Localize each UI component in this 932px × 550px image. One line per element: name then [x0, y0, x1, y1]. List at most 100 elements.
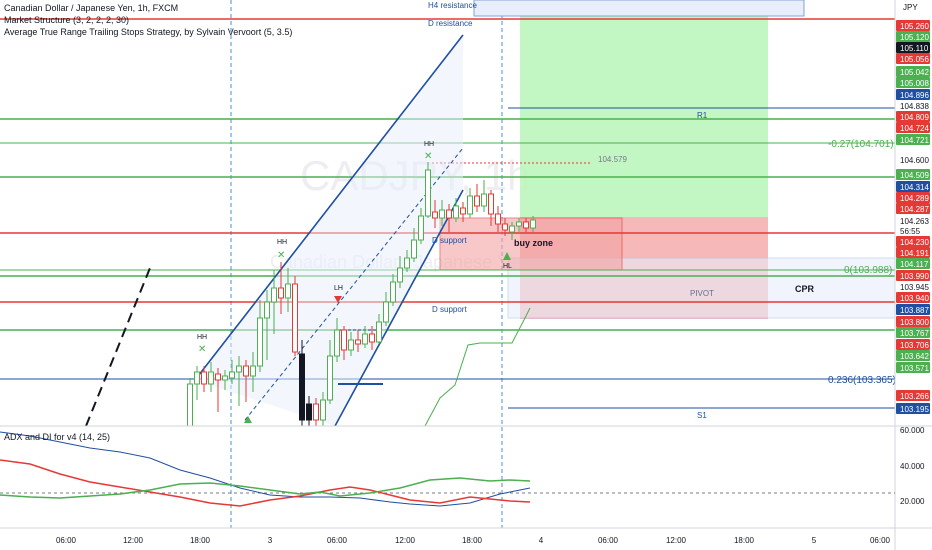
- trendline[interactable]: [85, 267, 151, 427]
- price-label: 104.230: [900, 238, 929, 247]
- indicator-label[interactable]: Market Structure (3, 2, 2, 2, 30): [4, 15, 130, 25]
- price-label: 103.571: [900, 364, 929, 373]
- candle-body[interactable]: [250, 365, 256, 377]
- candle-body[interactable]: [236, 365, 242, 373]
- candle-body[interactable]: [313, 403, 319, 421]
- candle-body[interactable]: [446, 209, 452, 219]
- price-label: 105.042: [900, 68, 929, 77]
- time-axis[interactable]: 06:00 12:00 18:00 3 06:00 12:00 18:00 4 06:00 12:…: [56, 536, 891, 545]
- candle-body[interactable]: [474, 195, 480, 207]
- price-label: 104.896: [900, 91, 929, 100]
- adx-title[interactable]: ADX and DI for v4 (14, 25): [4, 432, 111, 442]
- d-support-label: D support: [432, 236, 467, 245]
- channel-upper-line[interactable]: [194, 34, 464, 381]
- price-label-bg: [896, 225, 930, 236]
- candle-body[interactable]: [355, 339, 361, 345]
- candle-body[interactable]: [285, 283, 291, 299]
- candle-body[interactable]: [264, 301, 270, 319]
- cpr-label: CPR: [795, 284, 815, 294]
- candle-body[interactable]: [278, 287, 284, 299]
- fib-label: -0.27(104.701): [828, 139, 894, 150]
- h4-resistance-box[interactable]: [473, 0, 805, 17]
- candle-body[interactable]: [194, 371, 200, 385]
- candle-body[interactable]: [376, 321, 382, 343]
- candle-body[interactable]: [222, 375, 228, 381]
- candle-body[interactable]: [383, 301, 389, 323]
- candle-body[interactable]: [516, 221, 522, 227]
- candle-body[interactable]: [208, 371, 214, 385]
- candle-body[interactable]: [369, 333, 375, 343]
- price-label-bg: [896, 215, 930, 226]
- channel-lower-line[interactable]: [334, 189, 464, 427]
- price-label: 103.990: [900, 272, 929, 281]
- candle-body[interactable]: [320, 399, 326, 421]
- candle-body[interactable]: [229, 371, 235, 379]
- lh-label: LH: [334, 285, 343, 292]
- price-label: 103.266: [900, 392, 929, 401]
- candle-body[interactable]: [495, 213, 501, 225]
- price-label: 103.195: [900, 405, 929, 414]
- candle-body[interactable]: [201, 371, 207, 385]
- candle-body[interactable]: [502, 223, 508, 231]
- candle-body[interactable]: [299, 353, 305, 421]
- candle-body[interactable]: [341, 329, 347, 351]
- candle-body[interactable]: [481, 193, 487, 207]
- price-label-bg: [896, 390, 930, 401]
- price-label-bg: [896, 77, 930, 88]
- candle-body[interactable]: [439, 209, 445, 219]
- candle-body[interactable]: [425, 169, 431, 217]
- symbol-title[interactable]: Canadian Dollar / Japanese Yen, 1h, FXCM: [4, 3, 179, 13]
- hl-marker: [503, 252, 511, 260]
- candle-body[interactable]: [257, 317, 263, 367]
- price-label-bg: [896, 316, 930, 327]
- price-axis[interactable]: 105.260 105.120 105.110 105.056 105.042 105.0…: [896, 20, 930, 414]
- price-label-bg: [896, 247, 930, 258]
- h4-resistance-label: H4 resistance: [428, 1, 477, 10]
- candle-body[interactable]: [215, 373, 221, 381]
- price-label-bg: [896, 100, 930, 111]
- price-label: 104.191: [900, 249, 929, 258]
- candle-body[interactable]: [362, 333, 368, 345]
- candle-body[interactable]: [390, 281, 396, 303]
- indicator-label[interactable]: Average True Range Trailing Stops Strate…: [4, 27, 293, 37]
- hh-marker: ✕: [198, 344, 206, 355]
- candle-body[interactable]: [292, 283, 298, 353]
- time-label: 06:00: [598, 536, 619, 545]
- price-label: 104.287: [900, 205, 929, 214]
- candle-body[interactable]: [488, 193, 494, 215]
- candle-body[interactable]: [523, 221, 529, 229]
- price-label: 104.600: [900, 156, 929, 165]
- candle-body[interactable]: [453, 205, 459, 219]
- candle-body[interactable]: [271, 287, 277, 303]
- fib-label: 0(103.988): [844, 265, 892, 276]
- candle-body[interactable]: [243, 365, 249, 377]
- candle-body[interactable]: [418, 215, 424, 241]
- candle-body[interactable]: [509, 225, 515, 233]
- candle-body[interactable]: [306, 403, 312, 421]
- adx-axis-label: 60.000: [900, 426, 925, 435]
- candle-body[interactable]: [348, 339, 354, 351]
- candle-body[interactable]: [327, 355, 333, 401]
- time-label: 12:00: [666, 536, 687, 545]
- candle-body[interactable]: [397, 267, 403, 283]
- profit-zone[interactable]: [520, 10, 768, 217]
- candle-body[interactable]: [467, 195, 473, 215]
- price-label-bg: [896, 339, 930, 350]
- candle-body[interactable]: [187, 383, 193, 427]
- candle-body[interactable]: [334, 329, 340, 357]
- price-label-bg: [896, 270, 930, 281]
- price-label-bg: [896, 31, 930, 42]
- candle-body[interactable]: [530, 219, 536, 229]
- price-label-bg: [896, 258, 930, 269]
- candle-body[interactable]: [460, 207, 466, 215]
- candle-body[interactable]: [411, 239, 417, 259]
- candle-body[interactable]: [432, 211, 438, 219]
- price-label-bg: [896, 327, 930, 338]
- time-label: 06:00: [327, 536, 348, 545]
- price-label: 104.117: [900, 260, 929, 269]
- candles[interactable]: [187, 162, 536, 427]
- price-label: 104.289: [900, 194, 929, 203]
- price-label: 104.721: [900, 136, 929, 145]
- candle-body[interactable]: [404, 257, 410, 269]
